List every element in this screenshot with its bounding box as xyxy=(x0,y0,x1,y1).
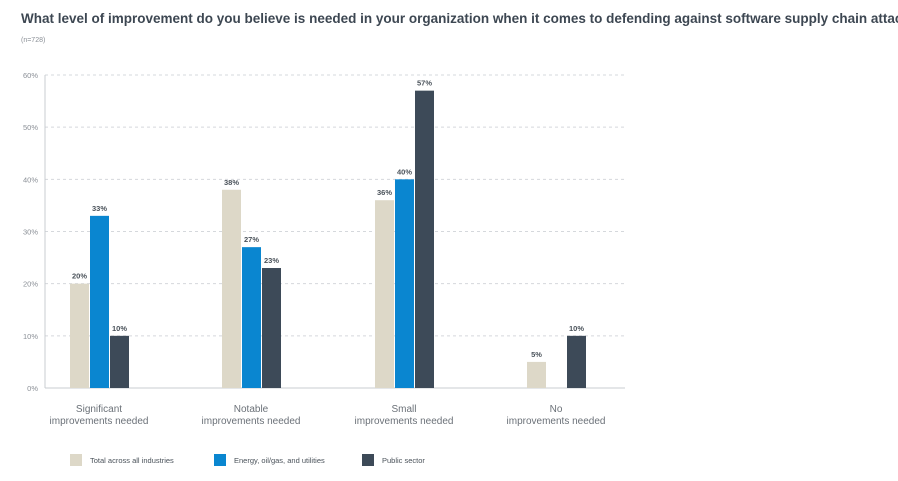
x-category-label: improvements needed xyxy=(50,416,149,427)
legend-label: Total across all industries xyxy=(90,456,174,465)
bar xyxy=(527,361,546,388)
data-label: 57% xyxy=(417,79,432,88)
bar xyxy=(242,247,261,388)
y-tick-label: 20% xyxy=(23,280,38,289)
y-tick-label: 60% xyxy=(23,71,38,80)
data-label: 33% xyxy=(92,204,107,213)
x-category-label: Notable xyxy=(234,404,269,415)
data-label: 40% xyxy=(397,167,412,176)
y-tick-label: 30% xyxy=(23,228,38,237)
data-label: 27% xyxy=(244,235,259,244)
x-category-label: Significant xyxy=(76,404,122,415)
x-category-label: improvements needed xyxy=(355,416,454,427)
y-tick-label: 0% xyxy=(27,384,38,393)
legend-swatch xyxy=(70,454,82,466)
y-tick-label: 40% xyxy=(23,175,38,184)
data-label: 5% xyxy=(531,350,542,359)
bar xyxy=(395,179,414,388)
bar xyxy=(110,335,129,388)
bar xyxy=(567,335,586,388)
bar xyxy=(415,90,434,389)
x-category-label: improvements needed xyxy=(507,416,606,427)
legend-label: Public sector xyxy=(382,456,425,465)
data-label: 38% xyxy=(224,178,239,187)
x-category-label: Small xyxy=(391,404,416,415)
y-tick-label: 10% xyxy=(23,332,38,341)
data-label: 10% xyxy=(569,324,584,333)
legend-swatch xyxy=(214,454,226,466)
data-label: 10% xyxy=(112,324,127,333)
bar xyxy=(70,283,89,388)
y-tick-label: 50% xyxy=(23,123,38,132)
data-label: 36% xyxy=(377,188,392,197)
bar xyxy=(262,268,281,388)
legend-label: Energy, oil/gas, and utilities xyxy=(234,456,325,465)
bar xyxy=(90,215,109,388)
legend-swatch xyxy=(362,454,374,466)
chart-title: What level of improvement do you believe… xyxy=(21,11,898,26)
chart-subtitle: (n=728) xyxy=(21,37,46,44)
data-label: 23% xyxy=(264,256,279,265)
x-category-label: improvements needed xyxy=(202,416,301,427)
bar xyxy=(222,189,241,388)
data-label: 20% xyxy=(72,272,87,281)
bar xyxy=(375,200,394,388)
x-category-label: No xyxy=(550,404,563,415)
